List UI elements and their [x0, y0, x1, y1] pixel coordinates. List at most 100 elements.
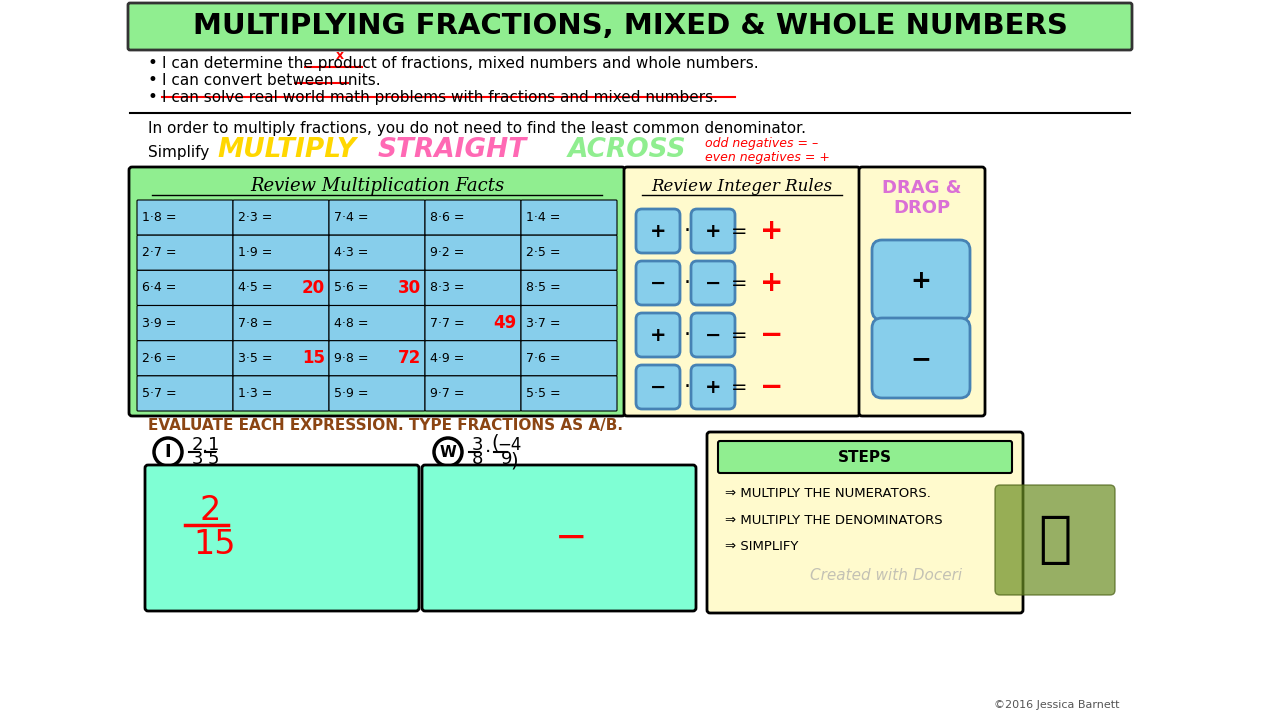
Text: 3·5 =: 3·5 = — [238, 352, 273, 365]
Text: I: I — [165, 443, 172, 461]
Text: 2·3 =: 2·3 = — [238, 211, 273, 224]
Text: −4: −4 — [497, 436, 521, 454]
Text: ACROSS: ACROSS — [568, 137, 686, 163]
Text: •: • — [148, 71, 157, 89]
FancyBboxPatch shape — [329, 270, 425, 305]
Text: 1·9 =: 1·9 = — [238, 246, 273, 259]
Text: ·: · — [684, 273, 690, 293]
FancyBboxPatch shape — [691, 313, 735, 357]
FancyBboxPatch shape — [636, 261, 680, 305]
FancyBboxPatch shape — [129, 167, 625, 416]
FancyBboxPatch shape — [233, 305, 329, 341]
Text: ·: · — [684, 325, 690, 345]
Text: 5·7 =: 5·7 = — [142, 387, 177, 400]
Text: 2·7 =: 2·7 = — [142, 246, 177, 259]
Text: 9·7 =: 9·7 = — [430, 387, 465, 400]
Text: +: + — [760, 217, 783, 245]
Text: 1·8 =: 1·8 = — [142, 211, 177, 224]
Text: ⇒ MULTIPLY THE DENOMINATORS: ⇒ MULTIPLY THE DENOMINATORS — [724, 513, 942, 526]
Text: 3·9 =: 3·9 = — [142, 317, 177, 330]
Text: 9·2 =: 9·2 = — [430, 246, 465, 259]
Text: ⇒ SIMPLIFY: ⇒ SIMPLIFY — [724, 541, 799, 554]
FancyBboxPatch shape — [636, 313, 680, 357]
Text: 49: 49 — [494, 314, 517, 332]
Text: 5·5 =: 5·5 = — [526, 387, 561, 400]
Text: 7·4 =: 7·4 = — [334, 211, 369, 224]
FancyBboxPatch shape — [636, 365, 680, 409]
Text: •: • — [148, 88, 157, 106]
FancyBboxPatch shape — [128, 3, 1132, 50]
FancyBboxPatch shape — [872, 240, 970, 320]
Text: I can solve real world math problems with fractions and mixed numbers.: I can solve real world math problems wit… — [163, 89, 718, 104]
Text: 3: 3 — [192, 450, 204, 468]
Text: ⇒ MULTIPLY THE NUMERATORS.: ⇒ MULTIPLY THE NUMERATORS. — [724, 487, 931, 500]
FancyBboxPatch shape — [145, 465, 419, 611]
Text: ·: · — [684, 221, 690, 241]
FancyBboxPatch shape — [521, 200, 617, 235]
FancyBboxPatch shape — [691, 365, 735, 409]
FancyBboxPatch shape — [137, 341, 233, 376]
Text: +: + — [650, 325, 667, 344]
Text: 6·4 =: 6·4 = — [142, 282, 177, 294]
Text: −: − — [760, 373, 783, 401]
Text: ·: · — [684, 377, 690, 397]
FancyBboxPatch shape — [521, 341, 617, 376]
FancyBboxPatch shape — [521, 376, 617, 411]
FancyBboxPatch shape — [872, 318, 970, 398]
Text: 3: 3 — [472, 436, 484, 454]
Text: ): ) — [509, 451, 517, 470]
Text: +: + — [705, 222, 721, 240]
Text: I can convert between units.: I can convert between units. — [163, 73, 380, 88]
Text: ·: · — [202, 443, 209, 462]
FancyBboxPatch shape — [329, 305, 425, 341]
FancyBboxPatch shape — [329, 341, 425, 376]
FancyBboxPatch shape — [691, 209, 735, 253]
Text: 4·9 =: 4·9 = — [430, 352, 465, 365]
Text: 1·4 =: 1·4 = — [526, 211, 561, 224]
Text: DRAG &
DROP: DRAG & DROP — [882, 179, 961, 217]
FancyBboxPatch shape — [233, 200, 329, 235]
Text: −: − — [705, 274, 721, 292]
Text: Created with Doceri: Created with Doceri — [810, 567, 963, 582]
FancyBboxPatch shape — [425, 270, 521, 305]
Text: 1: 1 — [207, 436, 219, 454]
Text: STRAIGHT: STRAIGHT — [378, 137, 527, 163]
Text: 8·3 =: 8·3 = — [430, 282, 465, 294]
FancyBboxPatch shape — [636, 209, 680, 253]
Text: =: = — [731, 377, 748, 397]
Text: 72: 72 — [398, 349, 421, 367]
Text: 5·9 =: 5·9 = — [334, 387, 369, 400]
Text: 5: 5 — [207, 450, 219, 468]
Text: MULTIPLY: MULTIPLY — [218, 137, 356, 163]
Text: 2: 2 — [200, 493, 221, 526]
Text: 8·6 =: 8·6 = — [430, 211, 465, 224]
Text: 1·3 =: 1·3 = — [238, 387, 273, 400]
FancyBboxPatch shape — [425, 235, 521, 270]
Text: 15: 15 — [302, 349, 325, 367]
Text: Review Integer Rules: Review Integer Rules — [652, 178, 832, 194]
Text: −: − — [650, 377, 666, 397]
Text: 5·6 =: 5·6 = — [334, 282, 369, 294]
FancyBboxPatch shape — [995, 485, 1115, 595]
Text: 2: 2 — [192, 436, 204, 454]
Text: W: W — [439, 444, 457, 459]
Text: •: • — [148, 54, 157, 72]
FancyBboxPatch shape — [521, 305, 617, 341]
Text: EVALUATE EACH EXPRESSION. TYPE FRACTIONS AS A/B.: EVALUATE EACH EXPRESSION. TYPE FRACTIONS… — [148, 418, 623, 433]
Text: 4·5 =: 4·5 = — [238, 282, 273, 294]
Text: 2·6 =: 2·6 = — [142, 352, 177, 365]
Text: Simplify: Simplify — [148, 145, 209, 160]
Text: 8: 8 — [472, 450, 484, 468]
Text: 3·7 =: 3·7 = — [526, 317, 561, 330]
Text: +: + — [650, 222, 667, 240]
Text: even negatives = +: even negatives = + — [705, 150, 829, 163]
FancyBboxPatch shape — [521, 270, 617, 305]
Text: 8·5 =: 8·5 = — [526, 282, 561, 294]
FancyBboxPatch shape — [233, 270, 329, 305]
Text: 20: 20 — [302, 279, 325, 297]
FancyBboxPatch shape — [521, 235, 617, 270]
FancyBboxPatch shape — [137, 235, 233, 270]
FancyBboxPatch shape — [425, 200, 521, 235]
FancyBboxPatch shape — [425, 376, 521, 411]
FancyBboxPatch shape — [425, 305, 521, 341]
